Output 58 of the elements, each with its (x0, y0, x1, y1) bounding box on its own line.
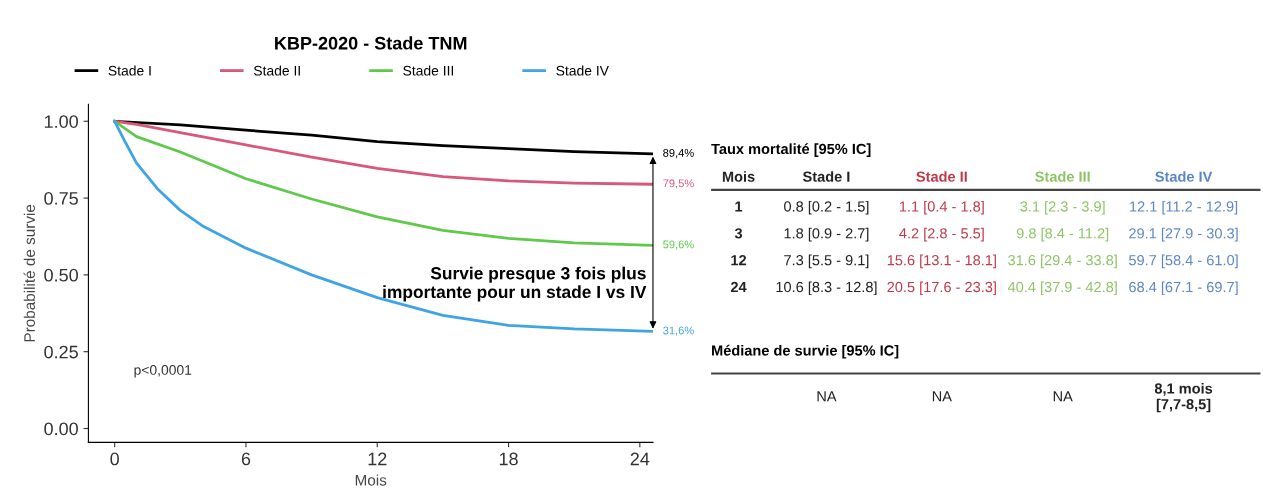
chart-title: KBP-2020 - Stade TNM (275, 36, 467, 50)
x-tick-label: 12 (368, 452, 387, 466)
category-label: Stade IV (1155, 171, 1213, 182)
data-label: 79,5% (663, 179, 694, 189)
category-label: Stade III (1035, 171, 1090, 182)
x-tick-label: 0 (110, 452, 119, 466)
text: Taux mortalité [95% IC] (711, 143, 871, 157)
text: 20.5 [17.6 - 23.3] (887, 281, 996, 296)
text: 31.6 [29.4 - 33.8] (1008, 254, 1117, 269)
line-series (113, 119, 653, 156)
category-label: Mois (722, 171, 755, 182)
y-tick-label: 1.00 (44, 115, 78, 128)
category-label: Stade II (916, 171, 967, 182)
line-series (113, 119, 653, 186)
legend-label: Stade II (253, 65, 300, 76)
legend-label: Stade I (108, 65, 151, 76)
data-label: 89,4% (663, 148, 694, 159)
y-axis-title: Probabilité de survie (23, 204, 35, 342)
annotation: Survie presque 3 fois plus importante pour un stade I vs IV (383, 266, 647, 302)
x-axis-title: Mois (355, 474, 387, 486)
y-tick-label: 0.25 (44, 345, 78, 359)
text: 10.6 [8.3 - 12.8] (776, 281, 877, 296)
text: 3 (734, 228, 743, 239)
annotation: p<0,0001 (134, 365, 192, 378)
text: NA (817, 391, 837, 402)
text: 3.1 [2.3 - 3.9] (1020, 200, 1105, 215)
x-tick-label: 18 (499, 452, 518, 466)
y-tick-label: 0.75 (44, 192, 78, 205)
category-label: Stade I (802, 171, 850, 182)
y-tick-label: 0.00 (44, 422, 78, 436)
text: NA (1053, 391, 1073, 402)
text: 15.6 [13.1 - 18.1] (887, 254, 996, 269)
text: 59.7 [58.4 - 61.0] (1129, 254, 1238, 269)
text: 7.3 [5.5 - 9.1] (784, 254, 869, 269)
text: NA (932, 391, 952, 402)
legend-label: Stade IV (556, 65, 609, 76)
x-tick-label: 24 (630, 452, 650, 466)
line-series (113, 119, 653, 333)
text: 12 (731, 255, 747, 266)
text: 24 (730, 281, 747, 293)
text: 4.2 [2.8 - 5.5] (899, 227, 984, 242)
text: 12.1 [11.2 - 12.9] (1130, 200, 1238, 215)
text: 1.1 [0.4 - 1.8] (899, 200, 984, 215)
text: 40.4 [37.9 - 42.8] (1007, 281, 1117, 296)
text: 1.8 [0.9 - 2.7] (784, 227, 869, 242)
data-label: 31,6% (663, 326, 694, 336)
text: Médiane de survie [95% IC] (712, 344, 899, 359)
text: 68.4 [67.1 - 69.7] (1129, 281, 1238, 296)
text: 29.1 [27.9 - 30.3] (1129, 227, 1238, 242)
line-series (113, 119, 653, 247)
text: 8,1 mois [7,7-8,5] (1154, 382, 1213, 413)
text: 9.8 [8.4 - 11.2] (1016, 227, 1109, 242)
text: 1 (735, 201, 743, 212)
legend-label: Stade III (403, 65, 454, 76)
data-label: 59,6% (663, 240, 694, 250)
x-tick-label: 6 (241, 452, 251, 466)
y-tick-label: 0.50 (44, 268, 78, 282)
text: 0.8 [0.2 - 1.5] (784, 200, 869, 215)
